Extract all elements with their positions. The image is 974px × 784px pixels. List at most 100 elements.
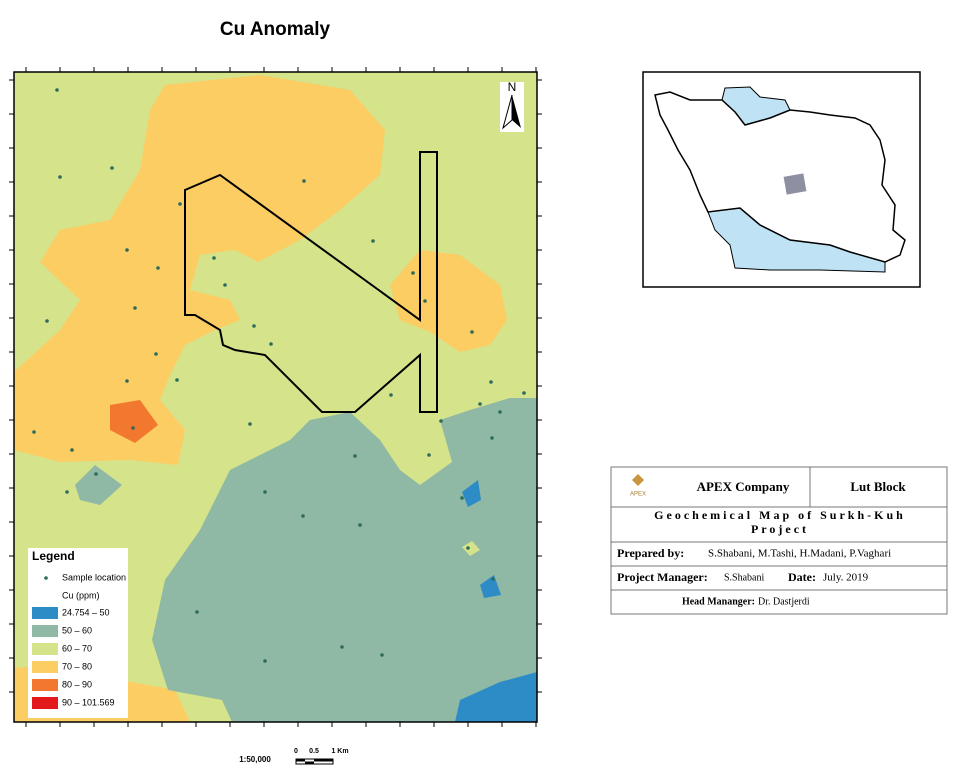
sample-point: [125, 379, 129, 383]
sample-point: [353, 454, 357, 458]
prepared-label: Prepared by:: [617, 546, 684, 560]
scale-seg: [314, 759, 333, 762]
sample-point: [301, 514, 305, 518]
date-label: Date:: [788, 570, 816, 584]
zone-24-50: [480, 575, 501, 598]
legend-label: 80 – 90: [62, 679, 92, 689]
north-label: N: [508, 80, 517, 94]
project-box: Geochemical Map of Surkh-Kuh Project: [654, 508, 906, 536]
sample-point: [70, 448, 74, 452]
legend-swatch: [32, 607, 58, 619]
legend-label: 60 – 70: [62, 643, 92, 653]
sample-point: [212, 256, 216, 260]
sample-point: [358, 523, 362, 527]
zone-24-50: [455, 672, 537, 722]
legend-items: 24.754 – 50 50 – 60 60 – 70 70 – 80 80 – 90 9…: [32, 607, 115, 709]
logo-text: APEX: [630, 492, 646, 498]
sample-point: [131, 426, 135, 430]
manager-label: Project Manager:: [617, 570, 708, 584]
iran-outline: [654, 91, 906, 263]
sample-point: [178, 202, 182, 206]
legend-label: 90 – 101.569: [62, 697, 115, 707]
sample-point: [110, 166, 114, 170]
sample-point: [490, 436, 494, 440]
zone-50-60: [152, 398, 537, 722]
sample-point: [427, 453, 431, 457]
logo-mark: [632, 474, 644, 486]
legend-field: Cu (ppm): [62, 590, 100, 600]
map-title: Cu Anomaly: [220, 19, 331, 40]
sample-point: [466, 546, 470, 550]
sample-point: [411, 271, 415, 275]
sample-point: [489, 380, 493, 384]
sample-point: [439, 419, 443, 423]
sample-point: [380, 653, 384, 657]
legend-title: Legend: [32, 549, 75, 563]
sample-points: [32, 88, 526, 663]
sample-point: [423, 299, 427, 303]
zone-60-70: [462, 541, 480, 556]
head-label: Head Mananger:: [682, 596, 755, 607]
sample-point: [470, 330, 474, 334]
scale-label: 1 Km: [331, 748, 348, 755]
sample-point: [263, 659, 267, 663]
sample-point: [65, 490, 69, 494]
sample-point: [491, 577, 495, 581]
inset-map: [642, 71, 921, 288]
manager: S.Shabani: [724, 572, 765, 583]
scale-bar: 1:50,000 0 0.5 1 Km: [239, 748, 349, 765]
sample-point: [389, 393, 393, 397]
block-outline: [184, 151, 438, 413]
sample-point: [302, 179, 306, 183]
legend-label: 70 – 80: [62, 661, 92, 671]
legend-swatch: [32, 643, 58, 655]
sample-point: [45, 319, 49, 323]
zone-70-80: [14, 75, 385, 465]
north-arrow: N: [500, 80, 524, 132]
sample-point: [371, 239, 375, 243]
title-block: APEX APEX Company Lut Block Geochemical …: [610, 466, 948, 615]
head: Dr. Dastjerdi: [758, 596, 810, 607]
legend-label: 24.754 – 50: [62, 607, 110, 617]
sample-point: [125, 248, 129, 252]
sample-point: [94, 472, 98, 476]
legend-swatch: [32, 679, 58, 691]
zone-24-50: [462, 480, 481, 507]
company: APEX Company: [697, 479, 790, 494]
north-right: [512, 95, 521, 128]
sample-point: [175, 378, 179, 382]
sample-point: [263, 490, 267, 494]
project: Geochemical Map of Surkh-Kuh Project: [654, 508, 906, 536]
legend-sample-marker: [44, 576, 48, 580]
zone-80-90: [110, 400, 158, 443]
legend-label: 50 – 60: [62, 625, 92, 635]
sample-point: [478, 402, 482, 406]
legend-swatch: [32, 661, 58, 673]
sample-point: [55, 88, 59, 92]
date: July. 2019: [823, 572, 869, 584]
sample-point: [32, 430, 36, 434]
scale-label: 0: [294, 748, 298, 755]
scale-label: 0.5: [309, 748, 319, 755]
sample-point: [195, 610, 199, 614]
sample-point: [154, 352, 158, 356]
sample-point: [460, 496, 464, 500]
legend-sample: Sample location: [62, 572, 126, 582]
sample-point: [133, 306, 137, 310]
zone-50-60: [75, 465, 122, 505]
legend-swatch: [32, 697, 58, 709]
block-name: Lut Block: [850, 479, 906, 494]
scale-seg: [305, 761, 314, 764]
sample-point: [58, 175, 62, 179]
sample-point: [252, 324, 256, 328]
scale-seg: [296, 759, 305, 762]
sample-point: [498, 410, 502, 414]
sample-point: [248, 422, 252, 426]
frame-ticks: [9, 67, 542, 727]
scale-ratio: 1:50,000: [239, 755, 271, 764]
sample-point: [269, 342, 273, 346]
sample-point: [156, 266, 160, 270]
legend: Legend Sample location Cu (ppm) 24.754 –…: [28, 548, 128, 718]
sample-point: [340, 645, 344, 649]
